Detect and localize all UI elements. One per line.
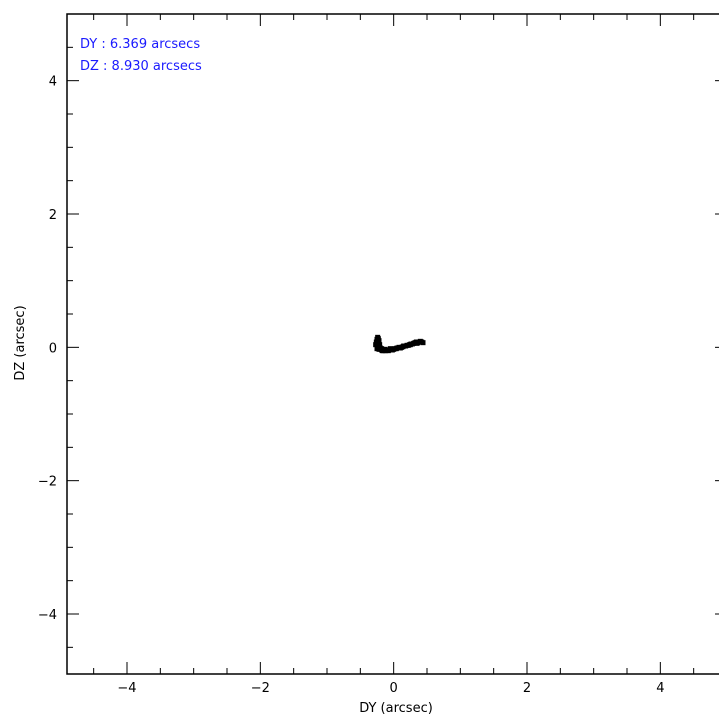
data-points (373, 334, 426, 354)
y-axis-label: DZ (arcsec) (13, 305, 28, 380)
y-tick-label: 4 (49, 75, 57, 90)
y-tick-label: −2 (38, 475, 57, 490)
data-point (387, 346, 393, 352)
data-point (373, 339, 379, 345)
data-point (407, 342, 413, 348)
y-tick-label: −4 (38, 608, 57, 623)
data-point (382, 346, 388, 352)
annotation-dy: DY : 6.369 arcsecs (80, 37, 200, 52)
data-point (379, 346, 385, 352)
data-point (377, 342, 383, 348)
data-point (394, 345, 400, 351)
axis-tick-labels: −4 −2 0 2 4 −4 −2 0 2 4 (38, 75, 665, 696)
data-point (414, 340, 420, 346)
y-tick-label: 2 (49, 208, 57, 223)
x-axis-label: DY (arcsec) (359, 701, 433, 716)
x-tick-label: 0 (390, 681, 398, 696)
x-tick-label: −4 (117, 681, 136, 696)
y-tick-label: 0 (49, 341, 57, 356)
data-point (420, 340, 426, 346)
annotation-dz: DZ : 8.930 arcsecs (80, 59, 202, 74)
data-point (373, 342, 379, 348)
axis-ticks (67, 13, 719, 674)
plot-frame (66, 13, 719, 675)
data-point (401, 343, 407, 349)
data-point (376, 346, 382, 352)
x-tick-label: 2 (523, 681, 531, 696)
x-tick-label: 4 (656, 681, 664, 696)
x-tick-label: −2 (251, 681, 270, 696)
data-point (376, 338, 382, 344)
